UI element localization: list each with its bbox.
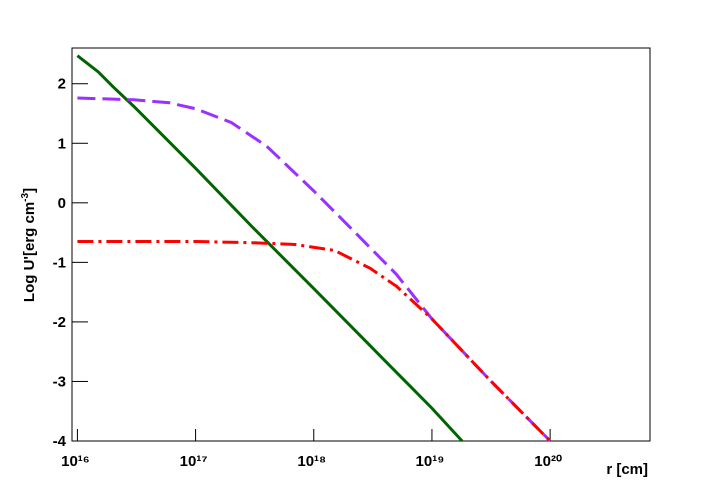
y-tick-label: -1 (53, 254, 66, 271)
series-line (77, 96, 552, 443)
x-tick-label: 10¹⁸ (297, 453, 326, 470)
y-label-end: ] (21, 188, 38, 193)
y-axis-label: Log U'[erg cm-3] (20, 188, 38, 302)
y-tick-label: -3 (53, 373, 66, 390)
x-axis-label: r [cm] (606, 461, 648, 478)
plot-frame (71, 47, 651, 442)
series-line (76, 54, 464, 443)
series-line (77, 240, 552, 443)
y-tick-label: 1 (58, 135, 66, 152)
y-tick-label: 2 (58, 76, 66, 93)
x-tick-label: 10¹⁶ (61, 453, 90, 470)
y-label-main: Log U'[erg cm (21, 202, 38, 302)
y-tick-label: -4 (53, 433, 67, 450)
x-tick-label: 10¹⁹ (416, 453, 445, 470)
y-tick-label: -2 (53, 314, 66, 331)
y-label-sup: -3 (20, 192, 31, 201)
x-tick-label: 10¹⁷ (180, 453, 208, 470)
x-tick-label: 10²⁰ (534, 453, 562, 470)
y-tick-label: 0 (58, 195, 66, 212)
